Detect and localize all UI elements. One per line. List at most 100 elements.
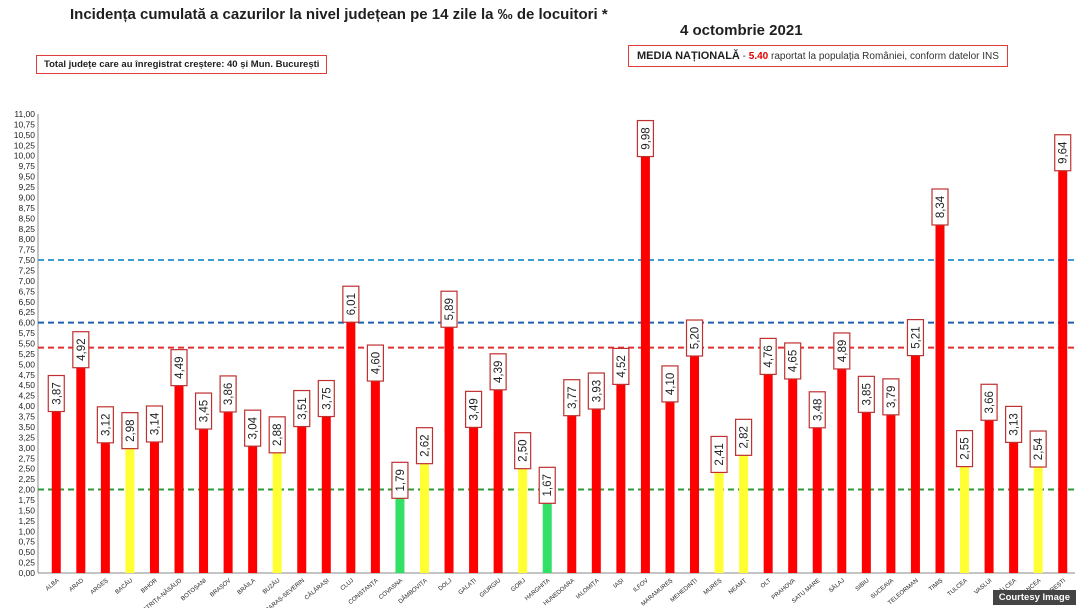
data-label-text: 3,14 — [149, 412, 161, 435]
bar — [1058, 170, 1068, 573]
y-tick-label: 8,75 — [18, 203, 35, 213]
data-label-box — [440, 290, 458, 328]
category-label: TIMIȘ — [928, 578, 944, 593]
y-tick-label: 1,00 — [18, 526, 35, 536]
bar — [960, 466, 970, 573]
data-label-box — [784, 342, 802, 380]
data-label: 3,66 — [980, 383, 998, 421]
category-label: CĂLĂRAȘI — [303, 577, 330, 602]
category-label: BRĂILA — [236, 577, 257, 596]
data-label: 3,75 — [317, 379, 335, 418]
category-label: IAȘI — [613, 578, 626, 590]
data-label: 2,54 — [1029, 430, 1047, 468]
data-label-text: 2,41 — [714, 443, 726, 465]
y-tick-label: 2,75 — [18, 453, 35, 463]
data-label-box — [587, 372, 605, 410]
y-tick-label: 5,75 — [18, 328, 35, 338]
y-tick-label: 9,75 — [18, 161, 35, 171]
bar — [223, 411, 233, 573]
y-tick-label: 10,25 — [14, 140, 36, 150]
data-label-box — [72, 331, 90, 369]
data-label-box — [293, 389, 311, 428]
bar — [935, 224, 945, 573]
bar — [51, 411, 61, 573]
y-tick-label: 8,50 — [18, 213, 35, 223]
data-label-box — [96, 406, 114, 444]
data-label-text: 3,87 — [51, 382, 63, 404]
category-label: ARGEȘ — [90, 578, 110, 596]
data-label-text: 4,92 — [76, 339, 88, 361]
data-label: 9,64 — [1054, 134, 1072, 172]
data-label-text: 8,34 — [935, 195, 947, 218]
y-tick-label: 4,75 — [18, 370, 35, 380]
bar — [984, 420, 994, 573]
bar — [248, 446, 258, 573]
data-label-box — [906, 319, 925, 357]
data-label-text: 9,98 — [640, 127, 652, 149]
chart-date: 4 octombrie 2021 — [680, 22, 803, 39]
data-label: 4,65 — [784, 342, 802, 380]
bar — [812, 427, 822, 573]
bar — [321, 416, 331, 573]
data-label: 3,86 — [219, 375, 237, 413]
data-label: 5,21 — [906, 319, 925, 357]
y-tick-label: 11,00 — [14, 109, 35, 119]
national-average-dash: - — [739, 51, 749, 62]
data-label: 2,88 — [268, 416, 286, 454]
bar — [469, 427, 479, 573]
data-label-box — [219, 375, 237, 413]
data-label: 1,79 — [391, 461, 409, 499]
data-label: 4,39 — [489, 353, 507, 391]
data-label-box — [661, 365, 679, 403]
y-tick-label: 10,50 — [14, 130, 36, 140]
data-label-text: 3,79 — [886, 386, 898, 408]
data-label-text: 3,77 — [567, 386, 579, 408]
category-label: ALBA — [45, 578, 61, 592]
y-tick-label: 5,50 — [18, 339, 35, 349]
y-tick-label: 7,50 — [18, 255, 35, 265]
data-label: 3,04 — [244, 409, 262, 447]
data-label: 5,20 — [685, 319, 704, 357]
y-tick-label: 5,00 — [18, 359, 35, 369]
data-label: 2,98 — [121, 412, 139, 450]
data-label-box — [244, 409, 262, 447]
data-label: 4,49 — [170, 349, 188, 387]
data-label-text: 5,20 — [690, 327, 702, 349]
y-tick-label: 3,25 — [18, 432, 35, 442]
bar — [763, 374, 773, 573]
data-label-box — [121, 412, 139, 450]
y-tick-label: 1,50 — [18, 505, 35, 515]
data-label-text: 4,65 — [788, 350, 800, 372]
data-label: 2,55 — [955, 429, 974, 468]
y-tick-label: 0,75 — [18, 537, 35, 547]
bar — [395, 498, 405, 573]
category-label: BUZĂU — [261, 577, 281, 595]
data-label-box — [342, 285, 360, 323]
data-label-box — [955, 429, 974, 468]
y-tick-label: 4,00 — [18, 401, 35, 411]
category-label: MUREȘ — [703, 578, 723, 597]
category-label: GALAȚI — [458, 578, 478, 597]
bar — [690, 356, 700, 573]
data-label-text: 4,89 — [837, 340, 849, 362]
y-tick-label: 5,25 — [18, 349, 35, 359]
data-label-text: 3,86 — [223, 383, 235, 405]
bar — [297, 426, 307, 573]
data-label-text: 4,76 — [763, 345, 775, 367]
y-tick-label: 0,50 — [18, 547, 35, 557]
y-tick-label: 3,50 — [18, 422, 35, 432]
y-tick-label: 8,25 — [18, 224, 35, 234]
data-label: 2,62 — [415, 427, 434, 465]
data-label: 2,82 — [735, 418, 753, 456]
y-tick-label: 6,50 — [18, 297, 35, 307]
data-label: 3,12 — [96, 406, 114, 444]
data-label-box — [759, 337, 777, 375]
data-label-text: 2,88 — [272, 424, 284, 446]
category-label: VASLUI — [973, 578, 993, 596]
data-label: 1,67 — [538, 466, 556, 504]
y-tick-label: 2,00 — [18, 485, 35, 495]
y-tick-label: 3,00 — [18, 443, 35, 453]
data-label: 4,10 — [661, 365, 679, 403]
bar — [542, 503, 552, 573]
